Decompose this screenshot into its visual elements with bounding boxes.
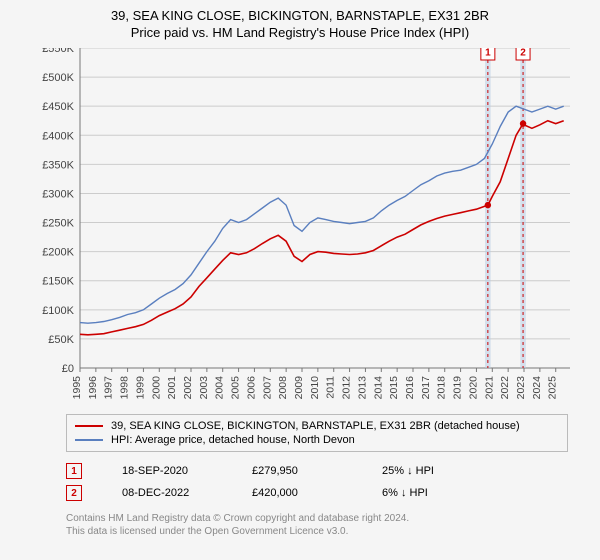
- svg-text:£550K: £550K: [42, 48, 74, 55]
- svg-text:2015: 2015: [388, 376, 400, 400]
- svg-text:£450K: £450K: [42, 101, 74, 113]
- event-delta: 6% ↓ HPI: [382, 487, 472, 499]
- footnote-line-2: This data is licensed under the Open Gov…: [66, 525, 568, 538]
- svg-text:£0: £0: [62, 363, 74, 375]
- svg-text:2019: 2019: [452, 376, 464, 400]
- svg-text:1997: 1997: [103, 376, 115, 400]
- svg-text:2010: 2010: [309, 376, 321, 400]
- svg-text:£250K: £250K: [42, 218, 74, 230]
- legend-swatch: [75, 425, 103, 427]
- legend-label: HPI: Average price, detached house, Nort…: [111, 434, 355, 446]
- svg-text:2009: 2009: [293, 376, 305, 400]
- svg-text:1998: 1998: [119, 376, 131, 400]
- legend-swatch: [75, 439, 103, 441]
- svg-text:£150K: £150K: [42, 276, 74, 288]
- chart-title: 39, SEA KING CLOSE, BICKINGTON, BARNSTAP…: [12, 8, 588, 23]
- svg-text:£400K: £400K: [42, 130, 74, 142]
- svg-text:1996: 1996: [87, 376, 99, 400]
- svg-text:2018: 2018: [436, 376, 448, 400]
- svg-text:2020: 2020: [467, 376, 479, 400]
- legend-region: 39, SEA KING CLOSE, BICKINGTON, BARNSTAP…: [66, 414, 568, 538]
- event-delta: 25% ↓ HPI: [382, 465, 472, 477]
- svg-text:£300K: £300K: [42, 188, 74, 200]
- svg-text:1999: 1999: [134, 376, 146, 400]
- svg-text:£100K: £100K: [42, 305, 74, 317]
- event-badge: 2: [66, 485, 82, 501]
- svg-text:2000: 2000: [150, 376, 162, 400]
- svg-text:2022: 2022: [499, 376, 511, 400]
- event-row: 1 18-SEP-2020 £279,950 25% ↓ HPI: [66, 460, 568, 482]
- svg-text:2006: 2006: [245, 376, 257, 400]
- svg-text:2001: 2001: [166, 376, 178, 400]
- svg-text:£500K: £500K: [42, 72, 74, 84]
- svg-text:2004: 2004: [214, 376, 226, 400]
- svg-text:2021: 2021: [483, 376, 495, 400]
- legend-row: 39, SEA KING CLOSE, BICKINGTON, BARNSTAP…: [75, 419, 559, 433]
- svg-text:2007: 2007: [261, 376, 273, 400]
- svg-text:2011: 2011: [325, 376, 337, 399]
- legend-box: 39, SEA KING CLOSE, BICKINGTON, BARNSTAP…: [66, 414, 568, 452]
- svg-text:2008: 2008: [277, 376, 289, 400]
- legend-row: HPI: Average price, detached house, Nort…: [75, 433, 559, 447]
- svg-text:2016: 2016: [404, 376, 416, 400]
- svg-text:£350K: £350K: [42, 159, 74, 171]
- events-table: 1 18-SEP-2020 £279,950 25% ↓ HPI 2 08-DEC-202…: [66, 460, 568, 504]
- event-date: 08-DEC-2022: [122, 487, 212, 499]
- svg-text:1: 1: [485, 48, 491, 59]
- svg-text:2003: 2003: [198, 376, 210, 400]
- event-date: 18-SEP-2020: [122, 465, 212, 477]
- svg-text:2017: 2017: [420, 376, 432, 400]
- chart-svg: 1 2 £0 £50K £100K £150K £200K £250K £300K £350K £4…: [30, 48, 570, 408]
- footnote: Contains HM Land Registry data © Crown c…: [66, 512, 568, 538]
- event-price: £420,000: [252, 487, 342, 499]
- svg-text:2025: 2025: [547, 376, 559, 400]
- svg-text:2005: 2005: [230, 376, 242, 400]
- svg-text:£50K: £50K: [48, 334, 74, 346]
- chart-subtitle: Price paid vs. HM Land Registry's House …: [12, 25, 588, 40]
- svg-text:2024: 2024: [531, 376, 543, 400]
- svg-text:1995: 1995: [71, 376, 83, 400]
- svg-text:2002: 2002: [182, 376, 194, 400]
- footnote-line-1: Contains HM Land Registry data © Crown c…: [66, 512, 568, 525]
- event-price: £279,950: [252, 465, 342, 477]
- svg-text:2012: 2012: [341, 376, 353, 400]
- svg-text:2: 2: [520, 48, 526, 59]
- svg-text:£200K: £200K: [42, 247, 74, 259]
- svg-text:2013: 2013: [356, 376, 368, 400]
- svg-text:2014: 2014: [372, 376, 384, 400]
- legend-label: 39, SEA KING CLOSE, BICKINGTON, BARNSTAP…: [111, 420, 520, 432]
- event-row: 2 08-DEC-2022 £420,000 6% ↓ HPI: [66, 482, 568, 504]
- svg-text:2023: 2023: [515, 376, 527, 400]
- event-badge: 1: [66, 463, 82, 479]
- line-chart: 1 2 £0 £50K £100K £150K £200K £250K £300K £350K £4…: [30, 48, 570, 408]
